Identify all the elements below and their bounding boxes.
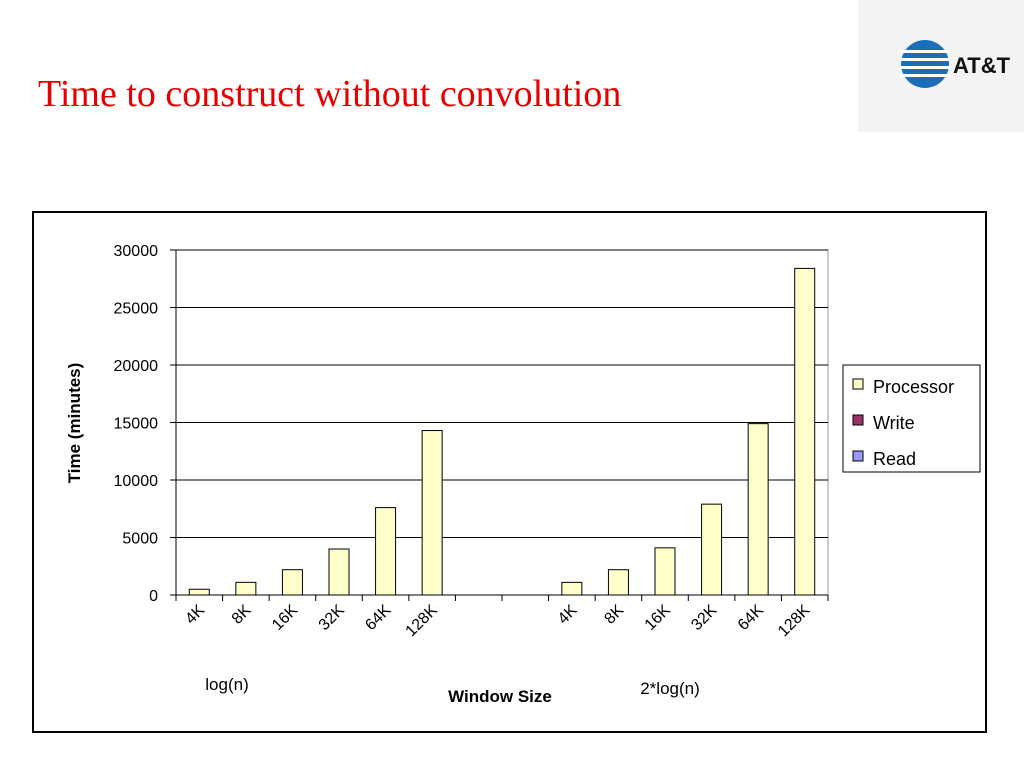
- legend-label: Write: [873, 413, 915, 433]
- bar: [747, 423, 769, 596]
- bar: [235, 581, 257, 596]
- legend-swatch: [852, 378, 864, 390]
- bar: [794, 267, 816, 596]
- bar: [328, 548, 350, 596]
- x-axis-label: Window Size: [448, 687, 552, 706]
- bar: [607, 569, 629, 596]
- bar: [188, 588, 210, 596]
- legend-label: Processor: [873, 377, 954, 397]
- bar: [281, 569, 303, 596]
- y-tick-label: 10000: [114, 473, 159, 490]
- logo-globe: [900, 40, 950, 88]
- y-tick-label: 30000: [114, 243, 159, 260]
- bar: [654, 547, 676, 596]
- legend: [842, 364, 981, 473]
- bar: [561, 581, 583, 596]
- logo-text: AT&T: [953, 53, 1011, 78]
- bar: [701, 503, 723, 596]
- y-tick-label: 15000: [114, 416, 159, 433]
- legend-swatch: [852, 450, 864, 462]
- y-axis-label: Time (minutes): [65, 363, 84, 484]
- group-label: 2*log(n): [640, 679, 700, 698]
- group-label: log(n): [205, 675, 248, 694]
- y-tick-label: 25000: [114, 301, 159, 318]
- y-tick-label: 5000: [122, 531, 158, 548]
- chart-title: Time to construct without convolution: [38, 73, 621, 115]
- bar: [375, 507, 397, 596]
- legend-swatch: [852, 414, 864, 426]
- legend-label: Read: [873, 449, 916, 469]
- bar: [421, 430, 443, 596]
- y-tick-label: 20000: [114, 358, 159, 375]
- y-tick-label: 0: [149, 588, 158, 605]
